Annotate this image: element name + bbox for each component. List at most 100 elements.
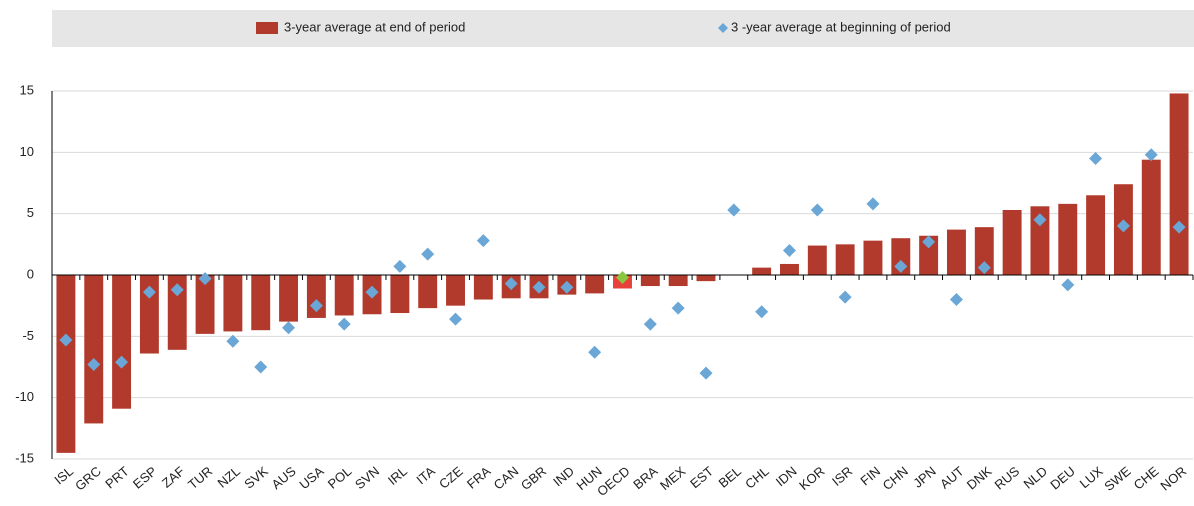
bar [1141, 159, 1161, 275]
bar [1169, 93, 1189, 275]
diamond-marker [643, 317, 657, 331]
diamond-marker [1116, 219, 1130, 233]
bar [974, 227, 994, 275]
bar [334, 275, 354, 316]
x-tick-label: JPN [910, 463, 938, 490]
bar [1002, 209, 1022, 275]
diamond-marker [170, 283, 184, 297]
legend-label: 3-year average at end of period [284, 19, 465, 34]
y-tick-label: 5 [27, 205, 34, 220]
bar [418, 275, 438, 309]
bar [835, 244, 855, 275]
bar [946, 229, 966, 275]
diamond-marker [699, 366, 713, 380]
bar [696, 275, 716, 282]
x-tick-label: SWE [1101, 463, 1134, 494]
diamond-marker [532, 280, 546, 294]
bar [112, 275, 132, 409]
x-tick-label: MEX [657, 463, 688, 493]
x-tick-label: ESP [130, 463, 160, 491]
diamond-marker [810, 203, 824, 217]
x-tick-label: IND [550, 463, 577, 489]
x-tick-label: SVN [352, 463, 382, 492]
x-tick-label: DNK [964, 463, 995, 492]
bar [1030, 206, 1050, 275]
x-tick-label: IDN [773, 463, 800, 489]
y-tick-label: 15 [20, 82, 34, 97]
bar [863, 240, 883, 275]
diamond-marker [1089, 151, 1103, 165]
bar [752, 267, 772, 275]
x-tick-label: ISR [829, 463, 855, 488]
diamond-marker [671, 301, 685, 315]
diamond-marker [922, 235, 936, 249]
diamond-marker [115, 355, 129, 369]
diamond-marker [309, 299, 323, 313]
diamond-marker [226, 334, 240, 348]
x-tick-label: OECD [594, 463, 632, 499]
diamond-marker [949, 293, 963, 307]
x-tick-label: RUS [992, 463, 1023, 492]
diamond-marker [782, 243, 796, 257]
bar [473, 275, 493, 300]
diamond-marker [1033, 213, 1047, 227]
bar [56, 275, 76, 453]
diamond-marker [1144, 148, 1158, 162]
diamond-marker [616, 270, 629, 284]
diamond-marker [560, 280, 574, 294]
x-tick-label: PRT [102, 463, 131, 491]
x-tick-label: ISL [51, 463, 76, 487]
bar [640, 275, 660, 287]
bar [919, 235, 939, 275]
diamond-marker [894, 259, 908, 273]
bar [585, 275, 605, 294]
bar [167, 275, 187, 350]
diamond-marker [282, 321, 296, 335]
x-tick-label: FRA [464, 463, 494, 491]
x-tick-label: ZAF [159, 463, 187, 490]
x-tick-label: BEL [715, 463, 743, 490]
diamond-marker [727, 203, 741, 217]
bar [279, 275, 299, 322]
bar [390, 275, 410, 314]
x-tick-label: NLD [1021, 463, 1051, 491]
y-tick-label: -5 [22, 328, 34, 343]
x-tick-label: POL [325, 463, 355, 491]
y-tick-label: -10 [15, 389, 34, 404]
bar [807, 245, 827, 275]
diamond-marker [198, 272, 212, 286]
x-tick-label: DEU [1047, 463, 1078, 492]
x-tick-label: LUX [1077, 463, 1106, 491]
diamond-marker [838, 290, 852, 304]
bar [1058, 203, 1078, 275]
y-tick-label: 0 [27, 266, 34, 281]
x-tick-label: SVK [241, 463, 271, 491]
diamond-marker [365, 285, 379, 299]
diamond-marker [1061, 278, 1075, 292]
bar [668, 275, 688, 287]
x-tick-label: EST [687, 463, 716, 491]
bar [446, 275, 465, 306]
diamond-marker [393, 259, 407, 273]
bar [780, 263, 799, 275]
bar [251, 275, 271, 331]
diamond-marker [755, 305, 769, 319]
x-tick-label: CHE [1131, 463, 1162, 492]
x-tick-label: KOR [796, 463, 827, 493]
bar [195, 275, 215, 334]
diamond-marker [87, 358, 101, 372]
x-tick-label: NOR [1157, 463, 1189, 493]
legend-label: 3 -year average at beginning of period [731, 19, 951, 34]
x-tick-label: AUS [269, 463, 299, 492]
bar [84, 275, 104, 424]
x-tick-label: TUR [185, 463, 215, 492]
x-tick-label: NZL [215, 463, 243, 490]
bar [1086, 195, 1106, 275]
bar [223, 275, 243, 332]
diamond-marker [142, 285, 156, 299]
x-tick-label: CAN [491, 463, 522, 492]
diamond-marker [421, 247, 435, 261]
diamond-marker [476, 234, 490, 248]
diamond-marker [59, 333, 73, 347]
